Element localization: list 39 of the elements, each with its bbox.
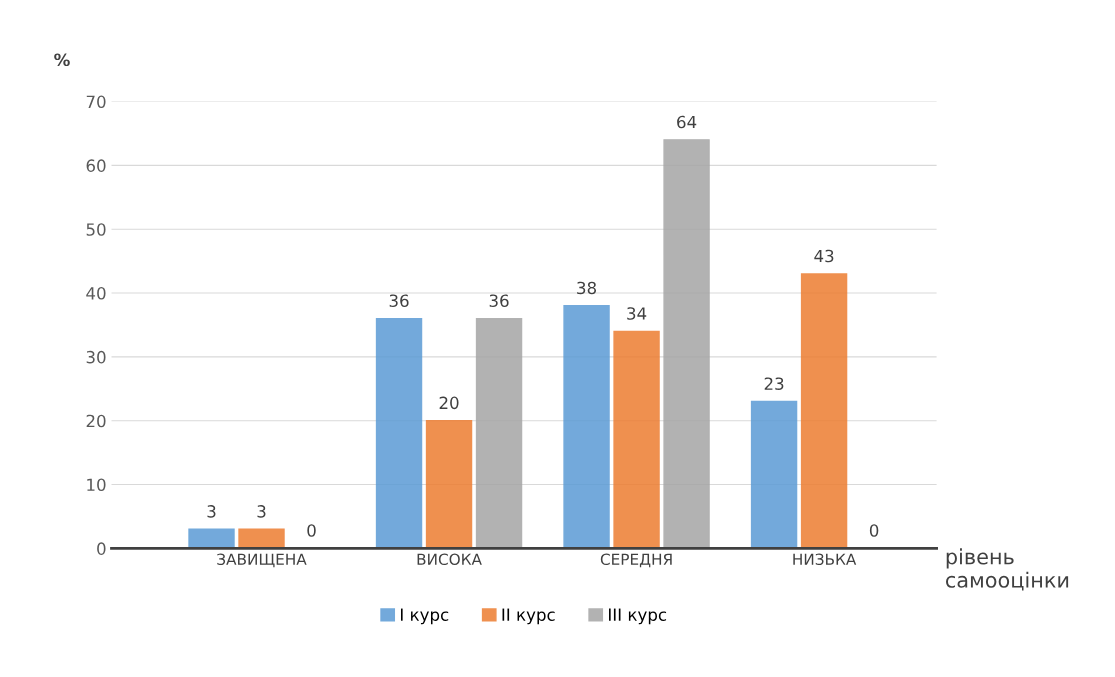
bar — [750, 400, 798, 549]
data-label: 36 — [389, 294, 409, 308]
bar — [613, 330, 660, 549]
y-tick-label: 10 — [87, 478, 106, 492]
x-tick-label: НИЗЬКА — [793, 553, 857, 566]
x-tick-label: ЗАВИЩЕНА — [217, 553, 307, 568]
y-tick-label: 60 — [86, 159, 106, 172]
data-label: 20 — [439, 396, 459, 410]
data-label: 38 — [577, 281, 597, 295]
legend-label: II курс — [502, 608, 555, 625]
data-label: 36 — [489, 294, 509, 308]
bar — [663, 139, 710, 549]
data-label: 0 — [307, 524, 316, 537]
bar — [188, 528, 235, 549]
bar — [375, 317, 423, 549]
y-tick-label: 0 — [97, 542, 106, 555]
data-label: 64 — [677, 115, 697, 129]
bar — [238, 528, 285, 549]
y-tick-label: 40 — [86, 287, 106, 300]
bar — [563, 305, 610, 549]
y-tick-label: 70 — [86, 95, 106, 109]
data-label: 43 — [814, 249, 834, 263]
data-label: 23 — [764, 377, 784, 390]
y-tick-label: 30 — [86, 350, 106, 364]
bar — [475, 317, 523, 549]
data-label: 3 — [257, 505, 266, 518]
data-label: 0 — [869, 524, 879, 537]
legend-label: I курс — [400, 608, 449, 625]
data-label: 3 — [207, 505, 216, 518]
x-axis-title: рівень самооцінки — [946, 548, 1069, 591]
y-tick-label: 20 — [86, 414, 106, 428]
data-label: 34 — [627, 307, 647, 320]
y-axis-title: % — [54, 53, 70, 67]
bar — [425, 420, 473, 549]
x-tick-label: СЕРЕДНЯ — [600, 553, 672, 568]
y-tick-label: 50 — [86, 223, 106, 236]
bar — [800, 273, 848, 549]
x-tick-label: ВИСОКА — [417, 553, 482, 566]
legend-label: III курс — [609, 608, 667, 625]
